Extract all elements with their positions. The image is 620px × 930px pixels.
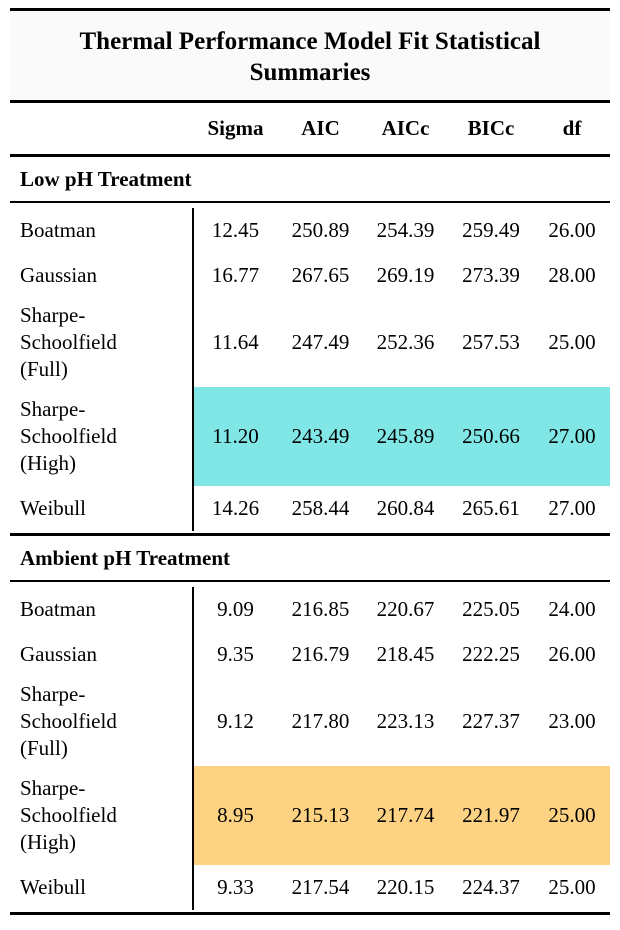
bicc-value: 273.39 xyxy=(462,263,520,287)
df-value: 26.00 xyxy=(548,218,596,242)
aic-value: 217.54 xyxy=(291,875,350,899)
bicc-value: 250.66 xyxy=(448,387,534,486)
bicc-value: 222.25 xyxy=(462,642,520,666)
df-value: 24.00 xyxy=(548,597,596,621)
header-rule xyxy=(10,154,610,157)
column-header-aic: AIC xyxy=(301,116,340,140)
row-label-divider xyxy=(192,208,194,531)
table-row: Boatman 9.09 216.85 220.67 225.05 24.00 xyxy=(10,587,610,632)
sigma-value: 14.26 xyxy=(211,496,260,520)
table-title: Thermal Performance Model Fit Statistica… xyxy=(10,11,610,100)
model-name: Sharpe- Schoolfield (High) xyxy=(20,397,117,475)
group-rule-low-ph xyxy=(10,201,610,203)
model-name: Boatman xyxy=(20,597,96,621)
aic-value: 250.89 xyxy=(291,218,350,242)
aic-value: 215.13 xyxy=(278,766,363,865)
column-header-df: df xyxy=(562,116,582,140)
column-header-row: Sigma AIC AICc BICc df xyxy=(10,103,610,154)
column-header-bicc: BICc xyxy=(467,116,515,140)
sigma-value: 9.33 xyxy=(217,875,254,899)
model-name: Sharpe- Schoolfield (High) xyxy=(20,776,117,854)
aic-value: 216.85 xyxy=(291,597,350,621)
aic-value: 247.49 xyxy=(291,330,350,354)
sigma-value: 8.95 xyxy=(193,766,278,865)
sigma-value: 9.09 xyxy=(217,597,254,621)
sigma-value: 11.64 xyxy=(212,330,259,354)
bicc-value: 257.53 xyxy=(462,330,520,354)
aicc-value: 220.15 xyxy=(376,875,435,899)
sigma-value: 9.35 xyxy=(217,642,254,666)
model-name: Sharpe- Schoolfield (Full) xyxy=(20,303,117,381)
df-value: 27.00 xyxy=(534,387,610,486)
aicc-value: 217.74 xyxy=(363,766,448,865)
group-end-rule xyxy=(10,533,610,536)
bicc-value: 221.97 xyxy=(448,766,534,865)
table-row: Boatman 12.45 250.89 254.39 259.49 26.00 xyxy=(10,208,610,253)
table-row: Gaussian 9.35 216.79 218.45 222.25 26.00 xyxy=(10,632,610,677)
aicc-value: 260.84 xyxy=(376,496,435,520)
table-row: Weibull 14.26 258.44 260.84 265.61 27.00 xyxy=(10,486,610,531)
group-rule-ambient-ph xyxy=(10,580,610,582)
sigma-value: 12.45 xyxy=(211,218,260,242)
row-label-divider xyxy=(192,587,194,910)
table-row-highlighted: Sharpe- Schoolfield (High) 11.20 243.49 … xyxy=(10,387,610,486)
aicc-value: 252.36 xyxy=(376,330,435,354)
df-value: 27.00 xyxy=(548,496,596,520)
aicc-value: 218.45 xyxy=(376,642,435,666)
model-name: Weibull xyxy=(20,496,86,520)
aic-value: 243.49 xyxy=(278,387,363,486)
aic-value: 258.44 xyxy=(291,496,350,520)
group-body-low-ph: Boatman 12.45 250.89 254.39 259.49 26.00… xyxy=(10,208,610,531)
sigma-value: 16.77 xyxy=(211,263,260,287)
aicc-value: 254.39 xyxy=(376,218,435,242)
sigma-value: 11.20 xyxy=(193,387,278,486)
bicc-value: 225.05 xyxy=(462,597,520,621)
model-name: Gaussian xyxy=(20,263,97,287)
group-header-ambient-ph: Ambient pH Treatment xyxy=(20,545,230,570)
aicc-value: 223.13 xyxy=(376,709,435,733)
bicc-value: 227.37 xyxy=(462,709,520,733)
df-value: 28.00 xyxy=(548,263,596,287)
aicc-value: 220.67 xyxy=(376,597,435,621)
df-value: 25.00 xyxy=(548,330,596,354)
bicc-value: 259.49 xyxy=(462,218,520,242)
df-value: 25.00 xyxy=(548,875,596,899)
model-name: Boatman xyxy=(20,218,96,242)
table-row-highlighted: Sharpe- Schoolfield (High) 8.95 215.13 2… xyxy=(10,766,610,865)
sigma-value: 9.12 xyxy=(217,709,254,733)
model-fit-table: Thermal Performance Model Fit Statistica… xyxy=(10,8,610,915)
model-name: Sharpe- Schoolfield (Full) xyxy=(20,682,117,760)
aic-value: 217.80 xyxy=(291,709,350,733)
column-header-sigma: Sigma xyxy=(207,116,264,140)
df-value: 23.00 xyxy=(548,709,596,733)
title-rule xyxy=(10,100,610,103)
bottom-rule xyxy=(10,912,610,915)
aicc-value: 269.19 xyxy=(376,263,435,287)
group-header-low-ph: Low pH Treatment xyxy=(20,166,192,191)
table-row: Weibull 9.33 217.54 220.15 224.37 25.00 xyxy=(10,865,610,910)
bicc-value: 224.37 xyxy=(462,875,520,899)
table-row: Sharpe- Schoolfield (Full) 9.12 217.80 2… xyxy=(10,677,610,766)
table-row: Sharpe- Schoolfield (Full) 11.64 247.49 … xyxy=(10,298,610,387)
aicc-value: 245.89 xyxy=(363,387,448,486)
model-name: Weibull xyxy=(20,875,86,899)
df-value: 25.00 xyxy=(534,766,610,865)
df-value: 26.00 xyxy=(548,642,596,666)
bicc-value: 265.61 xyxy=(462,496,520,520)
group-body-ambient-ph: Boatman 9.09 216.85 220.67 225.05 24.00 … xyxy=(10,587,610,910)
aic-value: 267.65 xyxy=(291,263,350,287)
column-header-aicc: AICc xyxy=(381,116,430,140)
model-name: Gaussian xyxy=(20,642,97,666)
aic-value: 216.79 xyxy=(291,642,350,666)
top-rule xyxy=(10,8,610,11)
table-row: Gaussian 16.77 267.65 269.19 273.39 28.0… xyxy=(10,253,610,298)
